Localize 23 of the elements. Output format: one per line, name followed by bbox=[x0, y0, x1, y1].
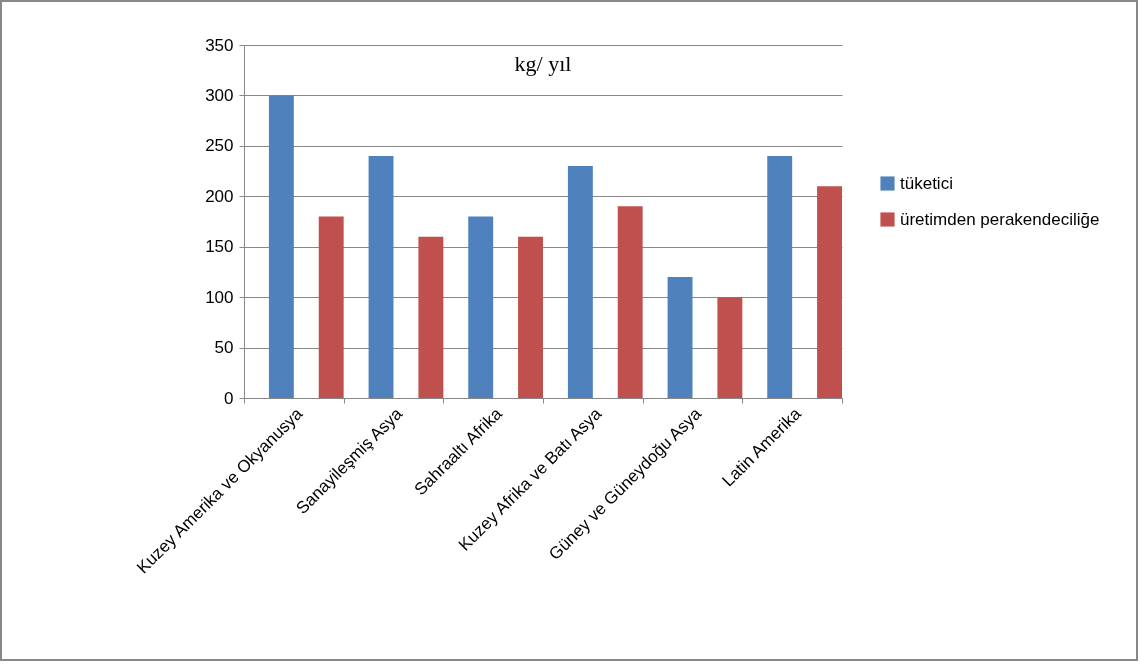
bar bbox=[518, 236, 543, 398]
bar bbox=[817, 186, 842, 398]
bar bbox=[468, 216, 494, 398]
bar bbox=[318, 216, 344, 398]
chart-title: kg/ yıl bbox=[514, 51, 572, 76]
bar bbox=[418, 236, 444, 398]
y-tick-label: 300 bbox=[205, 85, 234, 105]
y-tick-label: 150 bbox=[205, 237, 234, 257]
legend-label: tüketici bbox=[900, 173, 953, 193]
y-tick-label: 250 bbox=[205, 136, 234, 156]
bar bbox=[717, 297, 743, 398]
bar bbox=[767, 155, 793, 398]
y-tick-label: 50 bbox=[214, 338, 234, 358]
legend-label: üretimden perakendeciliğe bbox=[900, 209, 1100, 229]
y-tick-label: 350 bbox=[205, 35, 234, 55]
bar bbox=[368, 155, 394, 398]
bar bbox=[617, 206, 643, 398]
bar bbox=[567, 166, 593, 398]
bar bbox=[268, 95, 294, 398]
y-tick-label: 100 bbox=[205, 287, 234, 307]
bar bbox=[667, 276, 693, 398]
y-tick-label: 200 bbox=[205, 186, 234, 206]
y-tick-label: 0 bbox=[224, 388, 234, 408]
